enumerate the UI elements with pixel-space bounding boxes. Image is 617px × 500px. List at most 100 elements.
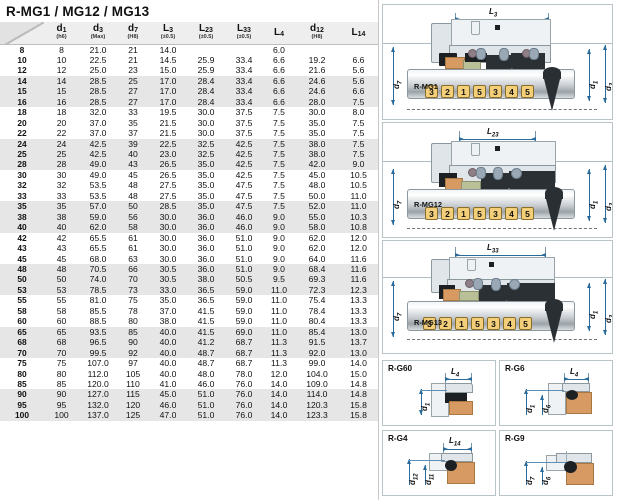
table-cell: 78	[117, 305, 149, 317]
table-cell: 40.0	[149, 326, 187, 338]
arrow-up-d1	[586, 283, 591, 288]
diagram-panel-r-mg13: L33 R-MG13 d7	[382, 240, 613, 354]
table-cell: 6.6	[263, 54, 295, 66]
table-cell: 27	[117, 86, 149, 97]
table-cell: 25	[44, 149, 79, 160]
spring-coil-3	[491, 278, 501, 291]
table-cell: 30	[44, 169, 79, 181]
table-cell: 107.0	[79, 358, 117, 369]
table-cell: 33	[44, 190, 79, 202]
table-cell: 125	[117, 410, 149, 421]
housing-cap	[445, 383, 473, 393]
table-cell: 48.7	[187, 358, 225, 369]
table-row: 24 24 42.5 39 22.5 32.5 42.5 7.5 38.0 7.5	[0, 138, 378, 150]
table-cell: 65.5	[79, 243, 117, 254]
dimension-line-d7	[526, 461, 527, 485]
table-cell: 11.0	[263, 316, 295, 327]
table-cell: 66	[117, 264, 149, 275]
table-cell: 104.0	[295, 368, 339, 379]
arrow-down-d1	[586, 216, 591, 221]
callout-badge: 3	[425, 207, 438, 220]
table-row: 18 18 32.0 33 19.5 30.0 37.5 7.5 30.0 8.0	[0, 107, 378, 118]
table-cell: 7.5	[263, 180, 295, 191]
arrow-down	[390, 332, 395, 337]
table-cell: 12	[44, 65, 79, 76]
table-cell: 13.3	[339, 295, 378, 306]
table-cell: 78.4	[295, 305, 339, 317]
diagram-panel-r-g6: R-G6 L4 d1 d6	[499, 360, 613, 426]
table-cell: 46.0	[225, 222, 263, 233]
table-cell: 56	[117, 211, 149, 223]
table-cell: 21	[117, 44, 149, 55]
callout-badge: 1	[457, 85, 470, 98]
arrow-up-d11	[422, 465, 427, 470]
row-size-label: 40	[0, 222, 44, 233]
diagram-panel-r-mg1: L3 R-MG1	[382, 4, 613, 120]
table-cell: 30.0	[187, 117, 225, 129]
table-row: 8 8 21.0 21 14.0 6.0	[0, 44, 378, 55]
housing-body	[451, 141, 556, 169]
table-row: 95 95 132.0 120 46.0 51.0 76.0 14.0 120.3 15.8	[0, 399, 378, 411]
dimension-label-l4: L4	[570, 367, 579, 379]
table-cell: 37.0	[79, 117, 117, 129]
callout-badge: 5	[519, 317, 532, 330]
arrow-down-d3	[602, 98, 607, 103]
table-cell: 15.8	[339, 399, 378, 411]
table-cell: 53.5	[79, 180, 117, 191]
table-cell: 17.0	[149, 96, 187, 108]
dimension-line-d6	[542, 395, 543, 415]
table-cell: 45.0	[295, 169, 339, 181]
leader-line-d12	[409, 460, 445, 461]
diagram-label-r-mg13: R-MG13	[414, 318, 442, 327]
callout-badge: 1	[455, 317, 468, 330]
column-header-symbol: d1	[56, 23, 67, 35]
table-row: 35 35 57.0 50 28.5 35.0 47.5 7.5 52.0 11.0	[0, 201, 378, 212]
callout-badge: 2	[441, 207, 454, 220]
table-cell: 24.6	[295, 75, 339, 87]
table-cell: 55.0	[295, 211, 339, 223]
table-cell: 81.0	[79, 295, 117, 306]
table-corner-cell	[0, 22, 44, 45]
table-cell: 43	[117, 159, 149, 170]
column-header-L23: L23 (±0.5)	[187, 22, 225, 45]
arrow-left	[531, 136, 536, 141]
table-cell: 9.0	[263, 211, 295, 223]
table-row: 15 15 28.5 27 17.0 28.4 33.4 6.6 24.6 6.6	[0, 86, 378, 97]
spring-coil-4	[509, 279, 520, 290]
table-cell: 36.0	[187, 243, 225, 254]
dimension-table-wrapper: d1 (h6) d3 (Max) d7 (H8) L3 (±0.5) L23 (±0.5) L33(…	[0, 22, 378, 500]
table-cell: 7.5	[263, 138, 295, 150]
table-cell: 40	[117, 149, 149, 160]
callout-badge: 2	[439, 317, 452, 330]
table-cell: 8	[44, 44, 79, 55]
table-cell: 65.5	[79, 232, 117, 244]
table-cell: 35.0	[149, 295, 187, 306]
dimension-label-d3: d3	[604, 83, 613, 91]
dimension-line-d12	[409, 459, 410, 485]
table-cell: 7.5	[263, 201, 295, 212]
table-cell: 61	[117, 232, 149, 244]
table-cell: 27.5	[149, 190, 187, 202]
table-row: 16 16 28.5 27 17.0 28.4 33.4 6.6 28.0 7.5	[0, 96, 378, 108]
table-cell: 6.6	[263, 65, 295, 76]
table-cell: 35.0	[187, 169, 225, 181]
table-cell: 42.5	[225, 138, 263, 150]
table-cell: 48	[117, 180, 149, 191]
column-header-tolerance: (±0.5)	[198, 34, 214, 41]
leader-line-d7	[526, 462, 566, 463]
callout-badge: 5	[473, 207, 486, 220]
table-cell: 15.0	[339, 368, 378, 379]
diagram-label-r-g4: R-G4	[387, 434, 409, 443]
table-cell: 14.0	[149, 44, 187, 55]
table-cell: 65	[44, 326, 79, 338]
table-cell: 97	[117, 358, 149, 369]
table-cell: 10.3	[339, 211, 378, 223]
table-cell: 59.0	[225, 284, 263, 296]
table-cell: 36.5	[187, 295, 225, 306]
table-cell: 52.0	[295, 201, 339, 212]
table-cell: 28.5	[79, 75, 117, 87]
table-cell: 21.5	[149, 117, 187, 129]
center-line	[407, 339, 597, 340]
table-cell: 62.0	[295, 243, 339, 254]
arrow-left	[544, 16, 549, 21]
